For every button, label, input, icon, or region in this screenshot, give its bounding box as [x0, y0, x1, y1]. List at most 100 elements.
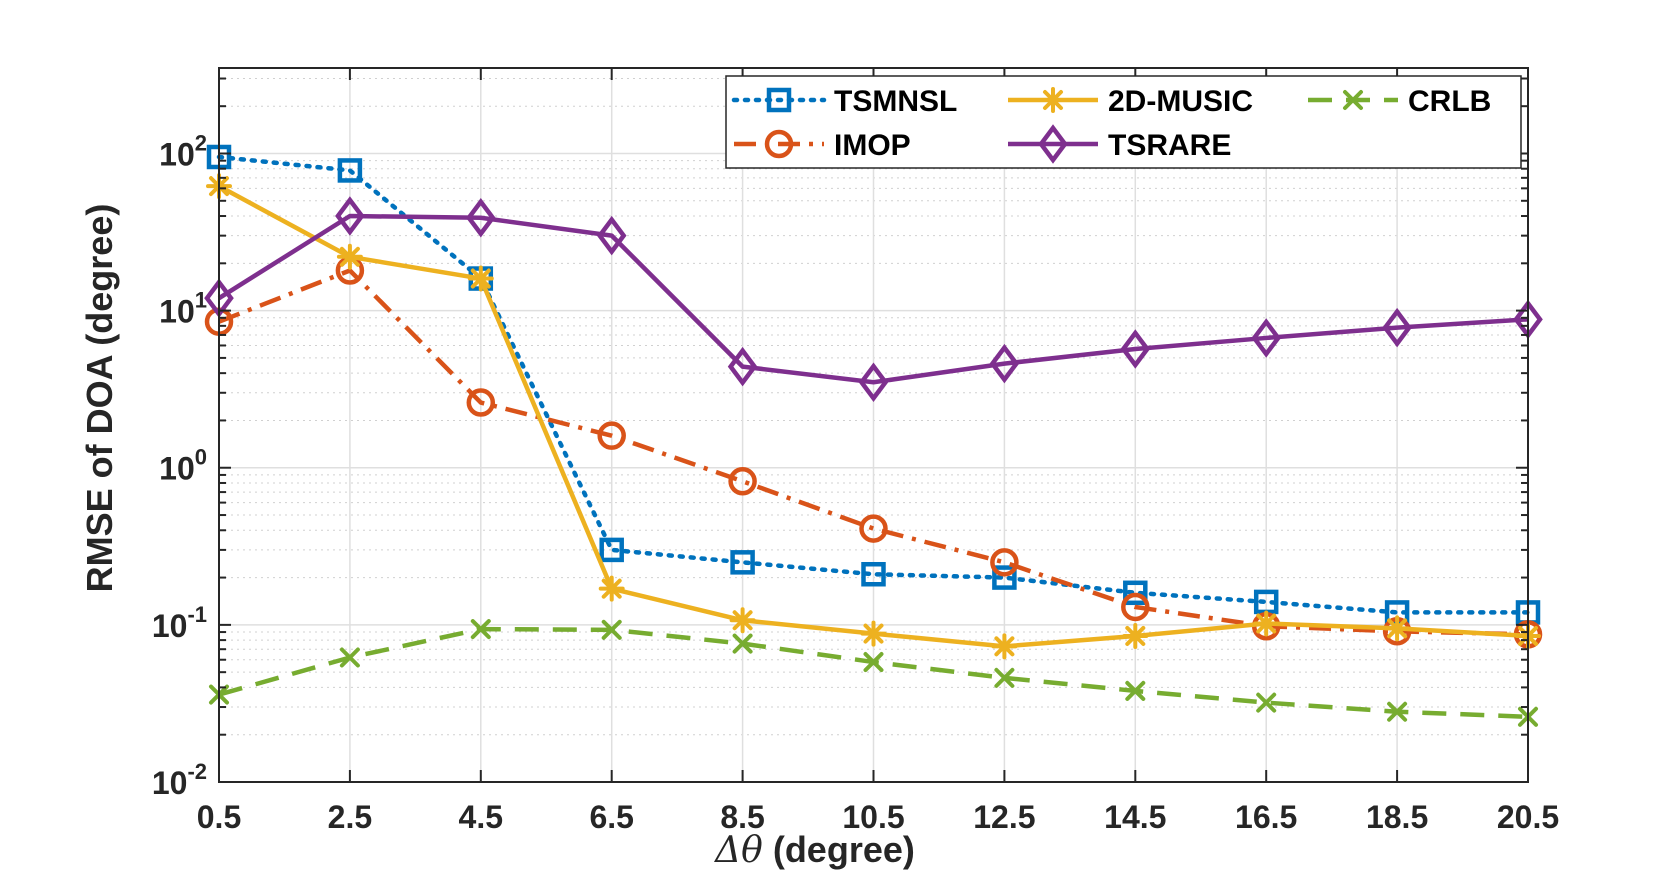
data-point: [994, 667, 1015, 688]
marker-diamond: [727, 346, 758, 387]
legend: TSMNSL 2D-MUSIC CRLB IMOP TSRARE: [725, 75, 1522, 169]
marker-circle: [728, 467, 757, 496]
series-layer: [204, 144, 1543, 727]
y-tick-exponent: 2: [195, 130, 207, 155]
y-tick-label: 10-2: [152, 759, 207, 801]
marker-diamond: [1038, 124, 1068, 164]
data-point: [465, 197, 496, 238]
data-point: [467, 265, 494, 292]
series-line: [216, 154, 1531, 615]
marker-x: [470, 619, 491, 640]
data-point: [991, 633, 1018, 660]
data-point: [1123, 580, 1148, 606]
marker-asterisk: [1122, 622, 1149, 649]
data-point: [601, 619, 622, 640]
data-point: [336, 243, 363, 270]
series-crlb: [209, 619, 1538, 727]
y-tick-base: 10: [152, 765, 188, 801]
legend-label: CRLB: [1408, 85, 1491, 118]
x-tick-label: 20.5: [1497, 799, 1559, 835]
data-point: [335, 196, 365, 236]
marker-square: [766, 87, 792, 113]
x-tick-label: 18.5: [1366, 799, 1428, 835]
marker-asterisk: [467, 265, 494, 292]
data-point: [1120, 329, 1151, 369]
y-tick-base: 10: [159, 294, 195, 330]
marker-square: [1123, 580, 1148, 606]
x-tick-label: 6.5: [589, 799, 633, 835]
x-axis-title: Δθ (degree): [713, 829, 915, 871]
marker-diamond: [335, 196, 365, 236]
legend-marker: [766, 87, 792, 113]
data-point: [730, 550, 755, 575]
marker-diamond: [858, 362, 889, 403]
marker-diamond: [1120, 329, 1151, 369]
x-tick-label: 12.5: [973, 799, 1035, 835]
data-point: [992, 565, 1017, 590]
marker-square: [730, 550, 755, 575]
marker-diamond: [596, 215, 627, 256]
marker-circle: [597, 421, 626, 450]
y-tick-base: 10: [159, 136, 195, 172]
data-point: [1253, 610, 1280, 637]
data-point: [728, 467, 757, 496]
marker-asterisk: [991, 633, 1018, 660]
marker-x: [1387, 701, 1408, 722]
marker-asterisk: [729, 607, 756, 634]
marker-x: [732, 633, 753, 654]
data-point: [597, 421, 626, 450]
x-tick-label: 0.5: [197, 799, 241, 835]
legend-label: IMOP: [834, 129, 911, 162]
marker-x: [1256, 692, 1277, 713]
y-tick-label: 100: [159, 445, 207, 487]
data-point: [1125, 680, 1146, 701]
legend-marker: [1040, 87, 1066, 113]
data-point: [1384, 615, 1411, 642]
data-point: [599, 537, 624, 563]
marker-circle: [764, 129, 794, 159]
axis-ticks: 0.5 2.5 4.5 6.5 8.5 10.5 12.5 14.5 16.5 18.5 20.5 1…: [152, 68, 1559, 835]
data-point: [1122, 622, 1149, 649]
marker-square: [861, 561, 886, 587]
data-point: [863, 652, 884, 673]
legend-item-tsmnsl: TSMNSL: [731, 85, 957, 118]
marker-asterisk: [1040, 87, 1066, 113]
y-tick-base: 10: [152, 608, 188, 644]
marker-diamond: [1382, 307, 1412, 348]
data-point: [989, 343, 1020, 384]
data-point: [729, 607, 756, 634]
marker-diamond: [989, 343, 1020, 384]
marker-asterisk: [1384, 615, 1411, 642]
marker-square: [992, 565, 1017, 590]
data-point: [1387, 701, 1408, 722]
data-point: [466, 388, 496, 417]
marker-x: [601, 619, 622, 640]
x-tick-label: 16.5: [1235, 799, 1297, 835]
x-tick-label: 10.5: [842, 799, 904, 835]
marker-asterisk: [1253, 610, 1280, 637]
y-tick-exponent: -1: [187, 602, 207, 627]
marker-circle: [859, 514, 888, 543]
marker-x: [339, 647, 360, 668]
legend-label: 2D-MUSIC: [1108, 85, 1253, 118]
data-point: [1256, 692, 1277, 713]
x-tick-label: 8.5: [720, 799, 764, 835]
marker-x: [1343, 90, 1363, 110]
legend-label: TSMNSL: [834, 85, 957, 118]
x-axis-symbol: Δθ: [713, 830, 763, 871]
legend-box: [725, 75, 1522, 169]
data-point: [598, 575, 625, 602]
marker-circle: [990, 548, 1019, 577]
marker-diamond: [1251, 318, 1282, 358]
data-point: [1121, 592, 1150, 622]
marker-x: [1125, 680, 1146, 701]
marker-x: [863, 652, 884, 673]
marker-x: [994, 667, 1015, 688]
data-point: [337, 158, 363, 183]
marker-asterisk: [860, 620, 887, 647]
y-tick-exponent: 0: [195, 445, 207, 470]
data-point: [861, 561, 886, 587]
data-point: [1382, 307, 1412, 348]
y-tick-exponent: -2: [187, 759, 207, 784]
